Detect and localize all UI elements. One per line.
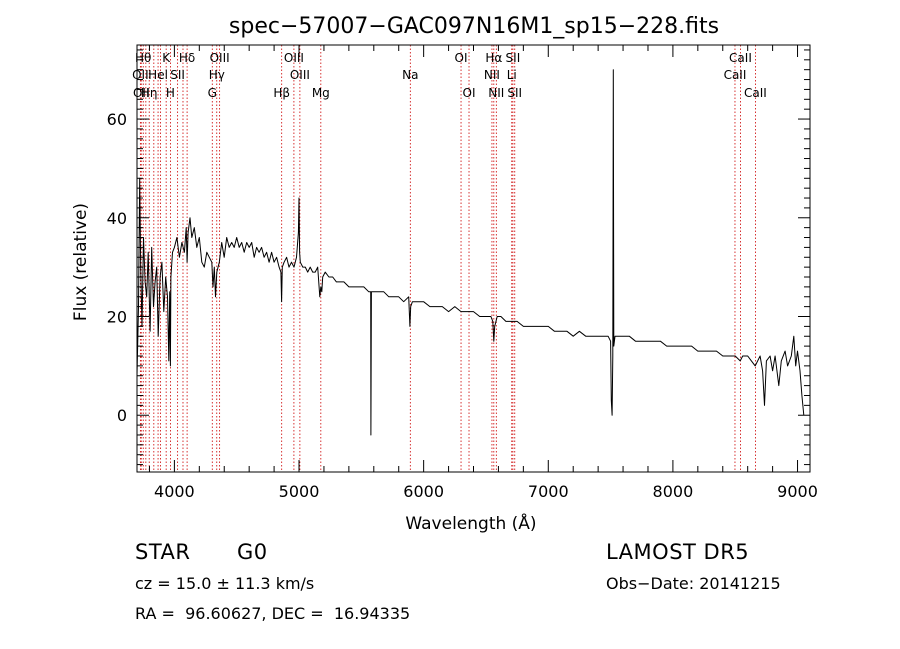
line-label: Mg <box>312 86 330 100</box>
chart-title: spec−57007−GAC097N16M1_sp15−228.fits <box>229 14 719 39</box>
x-tick-label: 6000 <box>403 482 444 501</box>
line-label: SII <box>507 86 522 100</box>
line-label: CaII <box>724 68 747 82</box>
y-axis-label: Flux (relative) <box>71 203 91 321</box>
line-label: Hβ <box>273 86 290 100</box>
spectrum-line <box>136 69 805 436</box>
line-label: NII <box>484 68 500 82</box>
line-label: Hα <box>485 51 502 65</box>
line-label: CaII <box>744 86 767 100</box>
line-label: Hθ <box>135 51 151 65</box>
line-label: Hδ <box>179 51 195 65</box>
line-label: OII <box>132 68 149 82</box>
line-label: OIII <box>284 51 304 65</box>
redshift-readout: cz = 15.0 ± 11.3 km/s <box>135 574 315 593</box>
line-label: Hη <box>141 86 158 100</box>
spectral-line-markers <box>139 45 756 472</box>
x-tick-label: 8000 <box>653 482 694 501</box>
coordinates: RA = 96.60627, DEC = 16.94335 <box>135 604 411 623</box>
line-label: SII <box>170 68 185 82</box>
object-class: STAR <box>135 540 191 564</box>
line-label: Na <box>402 68 418 82</box>
line-label: OI <box>463 86 476 100</box>
x-axis: 4000 5000 6000 7000 8000 9000 <box>148 45 818 501</box>
x-tick-label: 4000 <box>154 482 195 501</box>
y-tick-label: 40 <box>107 209 127 228</box>
plot-frame <box>136 44 811 473</box>
line-label: CaII <box>729 51 752 65</box>
x-tick-label: 5000 <box>279 482 320 501</box>
observation-date: Obs−Date: 20141215 <box>606 574 781 593</box>
line-label: K <box>162 51 171 65</box>
line-label: G <box>208 86 217 100</box>
line-label: Hel <box>148 68 168 82</box>
spectrum-series <box>136 69 805 436</box>
y-tick-label: 60 <box>107 110 127 129</box>
line-label: OI <box>455 51 468 65</box>
object-subclass: G0 <box>237 540 268 564</box>
line-label: H <box>166 86 175 100</box>
line-label: NII <box>488 86 504 100</box>
line-label: Li <box>507 68 517 82</box>
y-tick-label: 0 <box>117 406 127 425</box>
x-tick-label: 7000 <box>528 482 569 501</box>
y-tick-label: 20 <box>107 308 127 327</box>
line-label: Hγ <box>209 68 225 82</box>
x-axis-label: Wavelength (Å) <box>405 512 536 534</box>
line-label: OIII <box>290 68 310 82</box>
line-label: SII <box>506 51 521 65</box>
y-axis: 0 20 40 60 <box>107 49 810 466</box>
line-label: OIII <box>210 51 230 65</box>
survey-name: LAMOST DR5 <box>606 540 750 564</box>
x-tick-label: 9000 <box>777 482 818 501</box>
